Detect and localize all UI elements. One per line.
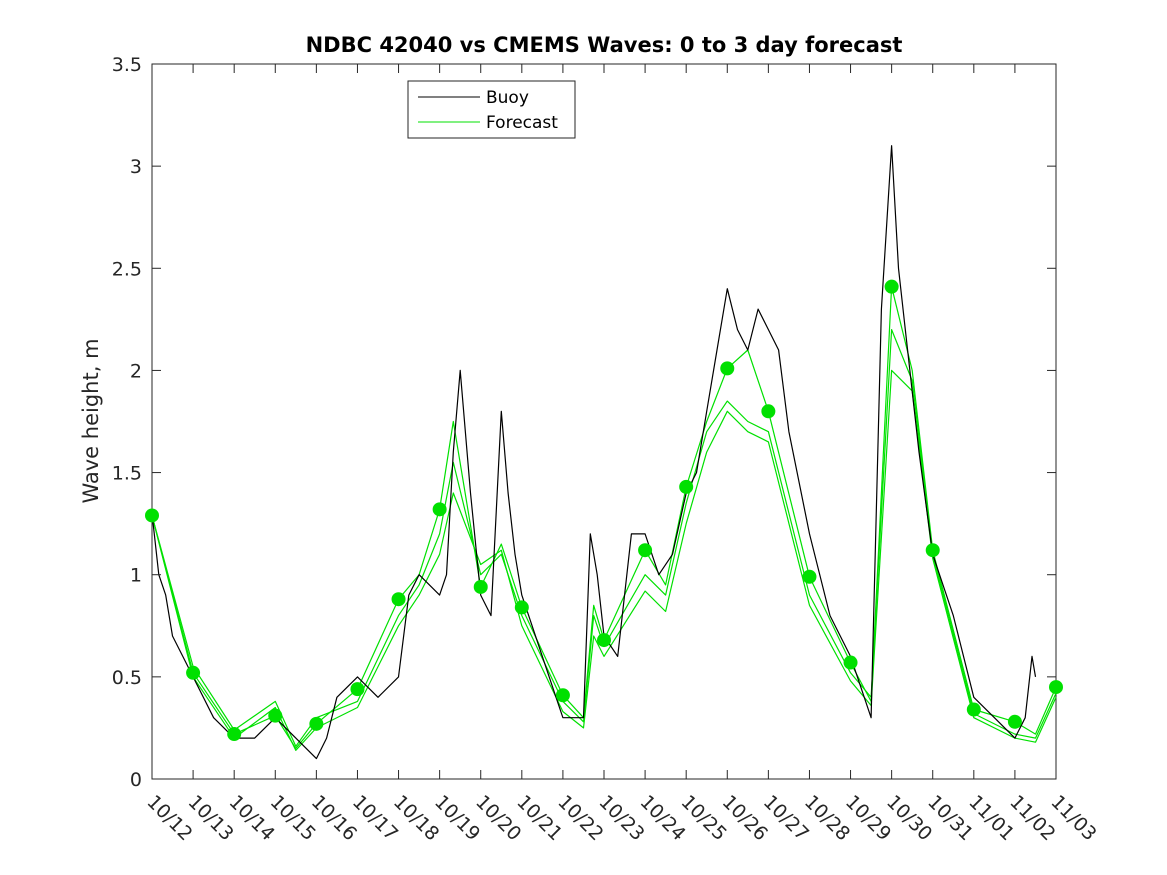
forecast-marker-31 xyxy=(966,702,981,717)
legend-box xyxy=(407,80,576,139)
forecast-marker-17 xyxy=(597,633,611,648)
forecast-marker-7 xyxy=(391,592,406,607)
forecast-marker-5 xyxy=(309,716,324,731)
forecast-marker-9 xyxy=(432,502,447,517)
plot-area xyxy=(151,63,1057,780)
forecast-marker-20 xyxy=(679,479,694,494)
forecast-marker-13 xyxy=(514,600,529,615)
forecast-marker-24 xyxy=(761,404,776,419)
forecast-marker-30 xyxy=(925,543,940,558)
forecast-marker-22 xyxy=(720,361,735,376)
y-tick-label-5: 2.5 xyxy=(112,258,142,280)
y-tick-label-2: 1 xyxy=(130,565,142,587)
y-axis: 0 0.5 1 1.5 2 2.5 3 3.5 xyxy=(112,54,1056,791)
series-line-0 xyxy=(151,145,1037,760)
legend-forecast-label: Forecast xyxy=(486,113,558,133)
chart-title: NDBC 42040 vs CMEMS Waves: 0 to 3 day fo… xyxy=(306,33,903,57)
y-tick-label-7: 3.5 xyxy=(112,54,142,76)
y-tick-label-3: 1.5 xyxy=(112,463,142,485)
forecast-marker-25 xyxy=(802,569,817,584)
legend-buoy-label: Buoy xyxy=(486,88,529,108)
y-tick-label-1: 0.5 xyxy=(112,667,142,689)
series-line-3 xyxy=(151,369,1057,752)
y-tick-label-4: 2 xyxy=(130,360,142,382)
forecast-marker-layer xyxy=(145,279,1063,742)
y-tick-label-6: 3 xyxy=(130,156,142,178)
forecast-marker-14 xyxy=(555,688,570,703)
forecast-marker-11 xyxy=(473,579,488,594)
forecast-marker-32 xyxy=(1007,714,1022,729)
forecast-marker-3 xyxy=(268,708,283,723)
y-tick-label-0: 0 xyxy=(130,769,142,791)
forecast-marker-26 xyxy=(843,655,858,670)
forecast-marker-0 xyxy=(145,508,159,523)
y-axis-label: Wave height, m xyxy=(79,338,103,503)
forecast-marker-1 xyxy=(186,665,201,680)
forecast-marker-2 xyxy=(227,727,242,742)
legend: Buoy Forecast xyxy=(407,80,576,139)
forecast-marker-6 xyxy=(350,682,365,697)
forecast-marker-28 xyxy=(884,279,899,294)
forecast-marker-34 xyxy=(1049,680,1063,695)
forecast-marker-18 xyxy=(638,543,653,558)
